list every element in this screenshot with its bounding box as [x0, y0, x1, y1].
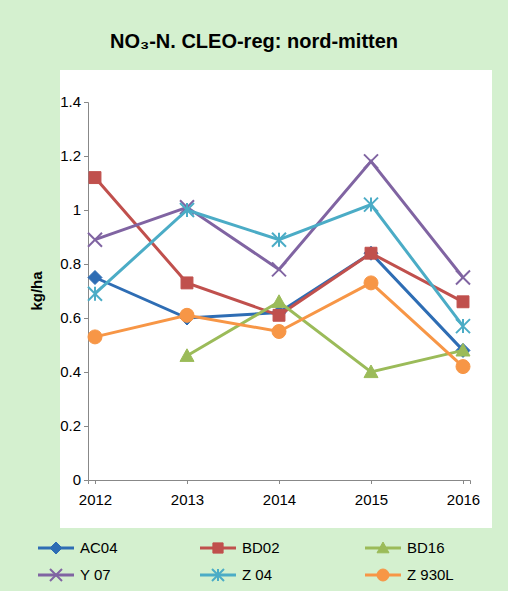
series-marker: [89, 172, 101, 184]
y-tick: 0.2: [60, 417, 88, 434]
y-tick: 1.2: [60, 147, 88, 164]
series-line: [95, 205, 463, 327]
legend-marker: [377, 569, 389, 581]
series-marker: [88, 330, 102, 344]
x-tick-label: 2015: [355, 491, 388, 508]
legend-label: BD02: [242, 539, 280, 556]
x-tick-label: 2013: [171, 491, 204, 508]
legend: AC04 BD02 BD16 Y 07 Z 04 Z 930L: [38, 539, 454, 583]
x-tick-label: 2014: [263, 491, 296, 508]
series-line: [95, 178, 463, 316]
y-tick-label: 0: [73, 471, 81, 488]
x-tick-mark: [187, 480, 188, 484]
y-axis-line: [84, 103, 89, 481]
y-axis-title: kg/ha: [28, 271, 45, 311]
legend-item: AC04: [38, 539, 118, 556]
legend-marker: [212, 569, 224, 581]
series-marker: [88, 271, 102, 285]
series-marker: [272, 325, 286, 339]
y-tick-mark: [84, 480, 88, 481]
legend-label: AC04: [80, 539, 118, 556]
y-tick-mark: [84, 264, 88, 265]
series-marker: [273, 309, 285, 321]
legend-marker: [50, 569, 62, 581]
series-marker: [364, 154, 378, 168]
legend-marker: [377, 542, 389, 553]
y-tick: 1: [73, 201, 88, 218]
x-tick: 2014: [263, 480, 296, 508]
series-marker: [456, 343, 470, 356]
series-line: [95, 283, 463, 367]
x-tick: 2012: [79, 480, 112, 508]
x-tick-mark: [371, 480, 372, 484]
x-tick-mark: [95, 480, 96, 484]
series-line: [187, 302, 463, 372]
series-marker: [456, 271, 470, 285]
series-marker: [364, 198, 378, 212]
series-marker: [272, 262, 286, 276]
y-tick-mark: [84, 102, 88, 103]
legend-item: BD16: [365, 539, 445, 556]
x-tick: 2013: [171, 480, 204, 508]
series-marker: [364, 276, 378, 290]
legend-label: Z 04: [242, 566, 272, 583]
y-tick-mark: [84, 210, 88, 211]
series-marker: [364, 246, 378, 260]
y-tick-mark: [84, 426, 88, 427]
y-tick: 0.6: [60, 309, 88, 326]
legend-item: BD02: [200, 539, 280, 556]
series-marker: [364, 365, 378, 378]
y-tick-label: 1: [73, 201, 81, 218]
y-tick: 0.4: [60, 363, 88, 380]
y-tick-label: 1.2: [60, 147, 81, 164]
background: [0, 0, 508, 591]
x-tick: 2015: [355, 480, 388, 508]
y-axis: 0 0.2 0.4 0.6 0.8 1 1.2 1.4: [60, 93, 88, 488]
series-marker: [180, 308, 194, 322]
y-tick-label: 0.8: [60, 255, 81, 272]
legend-item: Y 07: [38, 566, 111, 583]
x-tick-label: 2012: [79, 491, 112, 508]
series-marker: [88, 233, 102, 247]
x-tick: 2016: [447, 480, 480, 508]
legend-label: Y 07: [80, 566, 111, 583]
plot-area: [60, 70, 492, 528]
legend-label: Z 930L: [407, 566, 454, 583]
legend-marker: [213, 543, 223, 553]
series-marker: [88, 287, 102, 301]
legend-marker: [50, 542, 62, 554]
y-tick: 0.8: [60, 255, 88, 272]
series-marker: [456, 360, 470, 374]
x-tick-mark: [279, 480, 280, 484]
title: NO₃-N. CLEO-reg: nord-mitten: [110, 30, 398, 52]
legend-item: Z 930L: [365, 566, 454, 583]
y-tick-label: 0.2: [60, 417, 81, 434]
series-marker: [180, 203, 194, 217]
series-marker: [272, 295, 286, 308]
series-marker: [456, 319, 470, 333]
series-marker: [180, 349, 194, 362]
x-axis: 2012 2013 2014 2015 2016: [79, 480, 480, 508]
series-line: [95, 161, 463, 277]
series-marker: [181, 277, 193, 289]
series-marker: [457, 296, 469, 308]
y-tick-mark: [84, 318, 88, 319]
y-tick-mark: [84, 372, 88, 373]
x-axis-line: [89, 481, 471, 485]
legend-label: BD16: [407, 539, 445, 556]
series-marker: [272, 233, 286, 247]
x-tick-mark: [463, 480, 464, 484]
y-tick: 0: [73, 471, 88, 488]
y-tick: 1.4: [60, 93, 88, 110]
series-marker: [365, 247, 377, 259]
y-tick-label: 1.4: [60, 93, 81, 110]
y-tick-label: 0.4: [60, 363, 81, 380]
plot-marks: [88, 154, 470, 377]
chart: NO₃-N. CLEO-reg: nord-mitten 0 0.2 0.4 0.6 0.…: [0, 0, 508, 591]
y-tick-mark: [84, 156, 88, 157]
legend-item: Z 04: [200, 566, 272, 583]
y-tick-label: 0.6: [60, 309, 81, 326]
x-tick-label: 2016: [447, 491, 480, 508]
